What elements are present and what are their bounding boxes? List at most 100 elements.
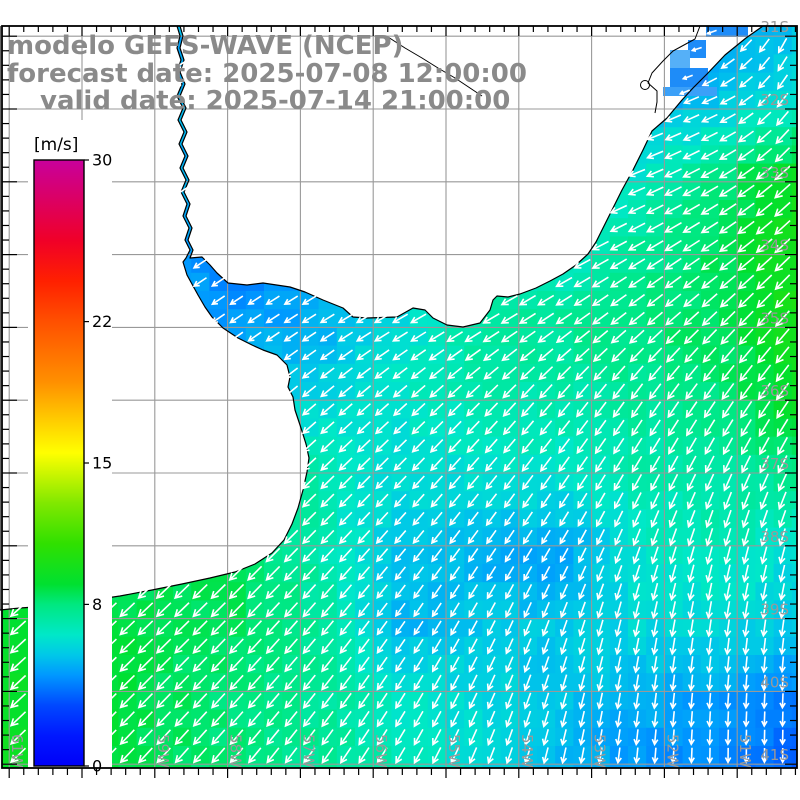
wind-arrow — [682, 149, 700, 160]
wind-arrow — [410, 331, 427, 342]
wind-arrow — [686, 455, 697, 474]
wind-arrow — [631, 401, 643, 419]
wind-arrow — [631, 419, 643, 437]
wind-arrow — [756, 328, 772, 346]
wind-arrow — [301, 313, 317, 324]
wind-arrow — [468, 656, 478, 673]
wind-arrow — [614, 583, 623, 601]
wind-arrow — [501, 348, 518, 362]
wind-arrow — [357, 548, 371, 563]
wind-arrow — [211, 729, 226, 746]
wind-arrow — [776, 400, 789, 419]
wind-arrow — [687, 601, 695, 620]
wind-arrow — [628, 329, 645, 344]
wind-arrow — [523, 565, 533, 582]
wind-arrow — [632, 510, 642, 528]
wind-arrow — [137, 620, 154, 636]
wind-arrow — [687, 546, 695, 565]
wind-arrow — [338, 475, 353, 490]
wind-arrow — [593, 365, 608, 381]
wind-arrow — [376, 566, 389, 581]
wind-arrow — [740, 400, 753, 419]
wind-arrow — [505, 747, 514, 765]
wind-arrow — [779, 674, 786, 692]
wind-arrow — [9, 729, 27, 745]
longitude-label: 51W — [736, 734, 754, 768]
wind-arrow — [265, 602, 281, 618]
wind-arrow — [302, 547, 317, 563]
wind-arrow — [339, 729, 352, 746]
wind-arrow — [337, 331, 354, 342]
wind-arrow — [632, 583, 641, 601]
wind-arrow — [663, 168, 682, 178]
wind-arrow — [738, 328, 754, 346]
wind-arrow — [718, 185, 737, 197]
frame-border — [1, 25, 798, 769]
wind-arrow — [669, 729, 677, 747]
wind-arrow — [210, 638, 226, 655]
map-frame — [1, 25, 798, 778]
wind-arrow — [630, 383, 644, 400]
wind-arrow — [774, 183, 791, 199]
wind-arrow — [339, 692, 352, 710]
wind-arrow — [611, 347, 627, 363]
wind-arrow — [719, 275, 737, 290]
wind-arrow — [484, 456, 498, 472]
wind-arrow — [503, 438, 516, 454]
wind-arrow — [723, 546, 732, 565]
wind-arrow — [555, 312, 573, 325]
wind-arrow — [302, 638, 317, 655]
wind-arrow — [156, 729, 172, 746]
wind-arrow — [137, 638, 154, 654]
wind-arrow — [705, 619, 714, 638]
wind-arrow — [523, 638, 532, 655]
wind-arrow — [394, 602, 406, 618]
wind-arrow — [667, 419, 680, 437]
wind-arrow — [339, 656, 352, 673]
wind-arrow — [412, 511, 425, 526]
latitude-label: 39S — [760, 601, 789, 619]
wind-arrow — [664, 275, 682, 289]
wind-arrow — [774, 310, 790, 328]
wind-arrow — [284, 692, 298, 709]
wind-arrow — [687, 674, 695, 692]
wind-arrow — [575, 383, 589, 400]
wind-arrow — [596, 692, 604, 710]
wind-arrow — [755, 184, 773, 199]
wind-arrow — [577, 529, 587, 546]
wind-arrow — [576, 438, 589, 455]
wind-arrow — [468, 584, 479, 600]
wind-arrow — [718, 149, 737, 160]
wind-arrow — [449, 529, 461, 545]
wind-arrow — [229, 295, 244, 306]
wind-arrow — [412, 493, 425, 508]
wind-arrow — [703, 383, 717, 401]
wind-arrow — [576, 401, 589, 418]
wind-arrow — [174, 620, 190, 636]
longitude-label: 54W — [518, 734, 536, 768]
wind-arrow — [482, 330, 500, 343]
wind-arrow — [724, 693, 732, 710]
wind-arrow — [192, 602, 208, 618]
wind-arrow — [774, 219, 791, 236]
wind-arrow — [374, 403, 390, 417]
wind-arrow — [321, 747, 334, 764]
wind-arrow — [523, 620, 532, 637]
wind-arrow — [664, 204, 682, 215]
wind-arrow — [687, 656, 695, 674]
wind-arrow — [357, 602, 370, 618]
wind-arrow — [541, 656, 550, 674]
wind-arrow — [265, 638, 280, 655]
wind-arrow — [523, 547, 533, 563]
wind-arrow — [174, 674, 190, 691]
wind-arrow — [739, 39, 753, 53]
wind-arrow — [301, 421, 317, 435]
latitude-label: 34S — [760, 237, 789, 255]
wind-arrow — [137, 729, 153, 746]
wind-arrow — [704, 455, 715, 474]
wind-arrow — [302, 565, 317, 581]
wind-arrow — [686, 437, 697, 455]
wind-arrow — [628, 276, 646, 289]
wind-arrow — [646, 311, 664, 326]
wind-arrow — [628, 293, 646, 307]
